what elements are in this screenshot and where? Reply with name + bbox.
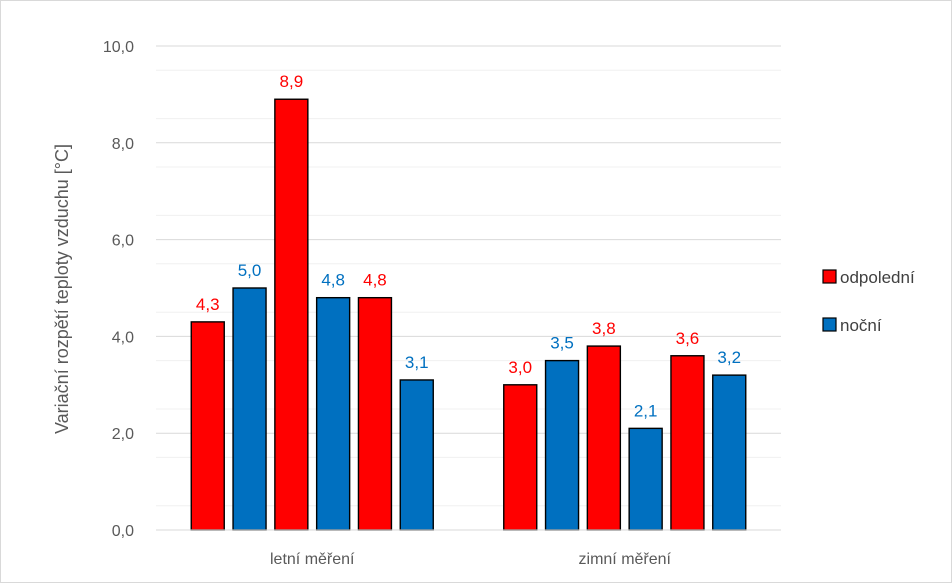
y-tick-label: 8,0 (112, 136, 134, 153)
bar-noční (232, 287, 267, 531)
data-label: 3,5 (550, 334, 574, 353)
bar-odpolední (190, 321, 225, 531)
y-axis-title: Variační rozpětí teploty vzduchu [°C] (52, 144, 72, 434)
data-label: 4,8 (363, 271, 387, 290)
y-tick-label: 0,0 (112, 523, 134, 540)
legend-label: noční (840, 316, 882, 335)
data-label: 3,2 (717, 348, 741, 367)
legend: odpolední noční (822, 268, 915, 335)
y-tick-label: 2,0 (112, 426, 134, 443)
bar-odpolední (503, 384, 538, 531)
legend-label: odpolední (840, 268, 915, 287)
bars (190, 98, 747, 531)
data-label: 5,0 (238, 261, 262, 280)
legend-swatch-noční (822, 317, 837, 332)
data-label: 4,8 (321, 271, 345, 290)
bar-noční (544, 359, 580, 531)
bar-noční (628, 427, 663, 531)
data-labels: 4,3 5,0 8,9 4,8 4,8 3,1 3,0 3,5 3,8 2,1 3,6 3,2 (196, 72, 741, 420)
y-tick-label: 4,0 (112, 329, 134, 346)
bar-odpolední (357, 296, 393, 531)
x-category-label: letní měření (270, 551, 355, 568)
y-tick-label: 6,0 (112, 233, 134, 250)
x-category-label: zimní měření (579, 551, 672, 568)
legend-swatch-odpolední (822, 269, 837, 284)
bar-odpolední (586, 345, 622, 531)
data-label: 8,9 (280, 72, 304, 91)
bar-odpolední (274, 98, 309, 531)
bar-noční (712, 374, 747, 531)
data-label: 3,8 (592, 319, 616, 338)
bar-noční (315, 296, 351, 531)
data-label: 4,3 (196, 295, 220, 314)
bar-noční (399, 379, 434, 531)
data-label: 3,0 (508, 358, 532, 377)
bar-odpolední (670, 355, 705, 531)
data-label: 2,1 (634, 401, 658, 420)
data-label: 3,1 (405, 353, 429, 372)
y-tick-label: 10,0 (103, 39, 134, 56)
axes: 0,0 2,0 4,0 6,0 8,0 10,0 letní měření zimní měř… (103, 39, 781, 568)
data-label: 3,6 (676, 329, 700, 348)
